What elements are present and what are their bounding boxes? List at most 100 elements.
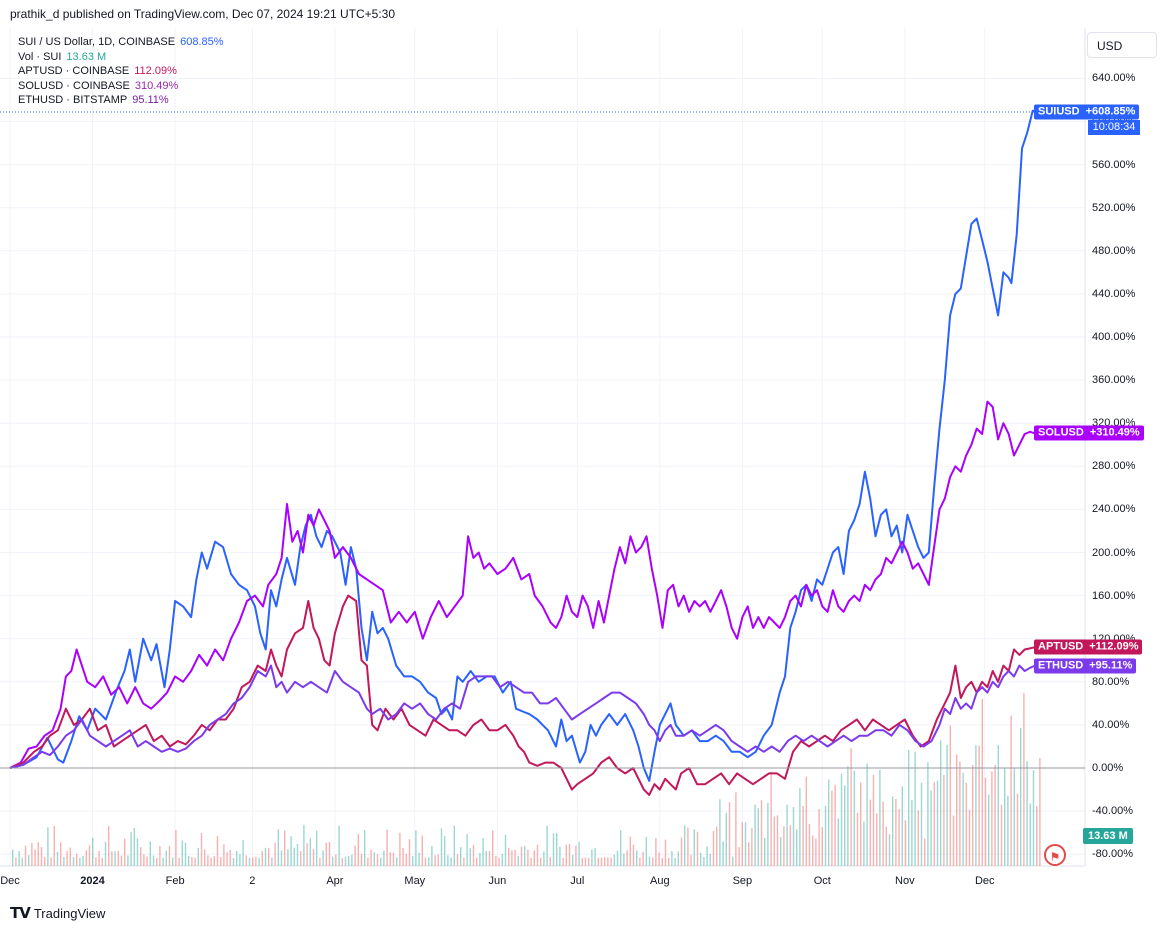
volume-bar [572,854,574,866]
volume-bar [616,850,619,866]
volume-bar [226,852,228,866]
price-tag-value: +112.09% [1089,640,1139,653]
legend-row-apt[interactable]: APTUSD · COINBASE 112.09% [18,64,224,79]
volume-bar [146,856,148,866]
volume-bar [472,844,475,866]
volume-bar [620,830,622,866]
bar-countdown: 10:08:34 [1088,119,1140,135]
volume-bar [524,845,526,866]
legend-row-sol[interactable]: SOLUSD · COINBASE 310.49% [18,79,224,94]
legend-value: 13.63 M [66,50,107,63]
currency-button[interactable]: USD [1087,32,1157,58]
series-line-aptusd [9,594,1036,796]
x-tick-label: Nov [895,875,915,887]
volume-bar [760,800,763,866]
volume-bar [732,856,734,866]
volume-bar [936,780,939,866]
volume-bar [12,849,14,866]
legend-row-eth[interactable]: ETHUSD · BITSTAMP 95.11% [18,93,224,108]
volume-bar [466,834,468,866]
legend-label: Vol · SUI [18,50,62,63]
volume-bar [50,857,52,866]
volume-bar [437,854,439,866]
volume-bar [578,841,580,866]
volume-bar [328,841,331,866]
volume-bar [802,805,804,866]
volume-bar [744,822,747,866]
volume-bar [15,857,17,866]
volume-bar [290,836,292,866]
volume-bar [1039,757,1041,866]
volume-bar [200,833,203,866]
volume-bar [575,845,577,866]
x-tick-label: Apr [326,875,344,887]
volume-bar [780,837,782,866]
volume-bar [47,827,49,866]
x-tick-label: Dec [974,875,995,887]
volume-bar [194,857,196,866]
series-lines [9,109,1036,796]
volume-bar [568,844,571,866]
volume-bar [495,855,497,866]
volume-bar [143,854,145,866]
volume-bar [661,858,663,866]
volume-bar [332,856,334,866]
us-flag-icon[interactable]: ⚑ [1044,844,1066,866]
x-tick-label: Aug [650,875,670,887]
y-tick-label: 440.00% [1092,287,1136,300]
volume-bar [248,857,251,866]
volume-bar [508,847,510,866]
volume-bar [1004,767,1006,866]
x-tick-label: Feb [165,875,185,887]
volume-bar [28,855,30,866]
volume-bar [559,846,561,866]
volume-bar [447,855,449,866]
volume-bar [284,830,286,866]
volume-bar [24,845,27,866]
volume-bar [876,813,878,866]
volume-bar [79,857,81,866]
volume-bar [536,844,539,866]
legend-row-volume[interactable]: Vol · SUI 13.63 M [18,50,224,65]
volume-bar [1020,727,1022,866]
volume-bar [76,853,78,866]
volume-bar [344,856,347,866]
volume-bar [492,830,494,866]
volume-bar [34,849,36,866]
volume-bar [232,857,235,866]
volume-bar [322,850,324,866]
volume-bar [1036,806,1038,866]
volume-bar [479,853,481,866]
volume-bar [607,857,609,866]
footer-brand[interactable]: 𝗧𝗩 TradingView [10,904,105,922]
volume-bar [840,773,843,866]
x-tick-label: Sep [732,875,753,887]
legend-row-sui[interactable]: SUI / US Dollar, 1D, COINBASE 608.85% [18,35,224,50]
volume-bar [914,751,916,866]
volume-bar [546,825,548,866]
volume-bar [152,855,155,866]
volume-bar [367,857,369,866]
legend-label: APTUSD · COINBASE [18,65,130,77]
volume-bar [866,763,868,866]
legend-value: 608.85% [180,36,224,48]
volume-bar [66,851,68,866]
price-tag-name: SUIUSD [1038,105,1080,118]
chart-legend: SUI / US Dollar, 1D, COINBASE 608.85% Vol… [18,35,224,108]
volume-bar [117,850,119,866]
volume-bar [460,847,462,866]
volume-bar [341,857,343,866]
volume-bar [639,857,641,866]
volume-bar [716,826,718,866]
volume-bar [741,822,743,866]
volume-bar [18,851,20,866]
volume-bar [735,792,737,866]
volume-bar [56,851,59,866]
volume-bar [405,853,407,866]
volume-bar [911,799,913,866]
volume-bar [869,799,871,866]
volume-bar [776,815,779,866]
volume-bar [773,816,775,866]
volume-bar [783,826,785,866]
